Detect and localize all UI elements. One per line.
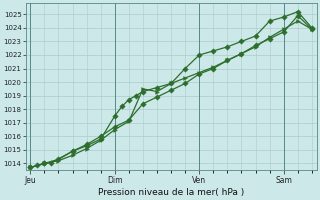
X-axis label: Pression niveau de la mer( hPa ): Pression niveau de la mer( hPa ) [98,188,244,197]
